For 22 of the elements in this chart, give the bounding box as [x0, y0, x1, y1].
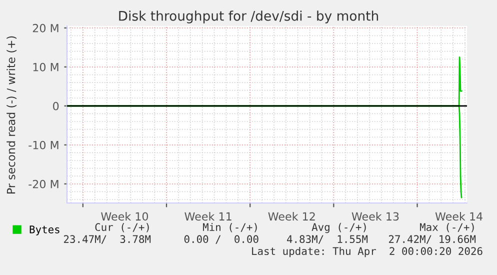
x-tick-label: Week 12	[268, 212, 315, 221]
legend-label: Bytes	[30, 226, 60, 236]
y-axis-title: Pr second read (-) / write (+)	[6, 36, 17, 194]
x-tick-label: Week 14	[435, 212, 482, 221]
y-tick-label: 20 M	[32, 24, 58, 32]
y-tick-label: 10 M	[33, 62, 58, 72]
y-tick-label: 0	[53, 102, 59, 110]
text: Max (-/+)	[420, 223, 474, 232]
text: 0.00 / 0.00	[184, 235, 258, 244]
text: 23.47M/ 3.78M	[64, 235, 151, 244]
chart-title: Disk throughput for /dev/sdi - by month	[119, 10, 378, 24]
x-tick-label: Week 10	[101, 212, 148, 221]
text: Min (-/+)	[202, 222, 257, 232]
y-tick-label: -20 M	[28, 180, 58, 188]
text: 27.42M/ 19.66M	[388, 235, 476, 244]
text: Avg (-/+)	[312, 222, 366, 234]
text: 4.83M/ 1.55M	[286, 235, 368, 244]
x-tick-label: Week 11	[184, 212, 232, 221]
x-tick-label: Week 13	[352, 212, 399, 221]
text: Cur (-/+)	[95, 223, 149, 232]
text: Last update: Thu Apr 2 00:00:20 2026	[252, 246, 482, 258]
y-tick-label: -10 M	[28, 140, 58, 150]
